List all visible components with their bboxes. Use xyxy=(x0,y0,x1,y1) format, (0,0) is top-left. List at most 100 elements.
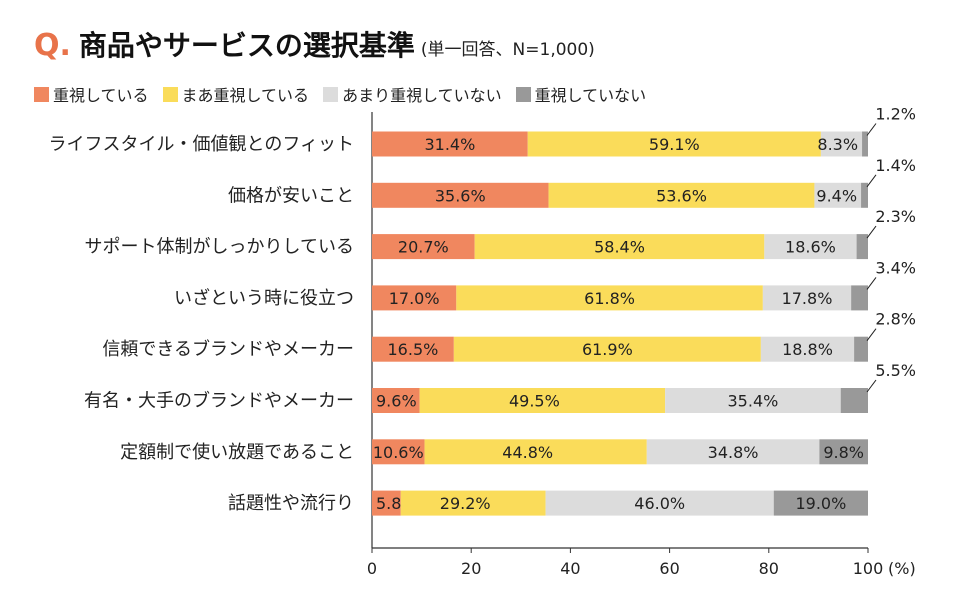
bar-1-0 xyxy=(372,182,549,208)
bar-0-3 xyxy=(862,131,868,157)
value-label-1-1: 53.6% xyxy=(656,186,707,205)
bar-5-0 xyxy=(372,388,420,413)
legend-swatch-1 xyxy=(162,86,178,102)
value-label-3-2: 17.8% xyxy=(782,289,833,308)
leader-line-0 xyxy=(866,123,877,136)
value-label-0-2: 8.3% xyxy=(817,135,858,154)
category-label-1: 価格が安いこと xyxy=(228,185,354,206)
bar-2-1 xyxy=(474,234,765,260)
x-tick-label-5: 100 xyxy=(853,559,884,578)
value-label-4-3: 2.8% xyxy=(875,310,916,329)
bar-6-1 xyxy=(424,439,647,465)
value-label-4-1: 61.9% xyxy=(582,340,633,359)
bar-7-0 xyxy=(372,490,401,516)
bar-7-1 xyxy=(400,490,546,516)
value-label-1-2: 9.4% xyxy=(816,186,857,205)
bar-0-0 xyxy=(372,131,528,157)
legend-swatch-0 xyxy=(34,86,49,102)
value-label-3-1: 61.8% xyxy=(584,289,635,308)
bar-3-1 xyxy=(456,285,763,311)
value-label-6-1: 44.8% xyxy=(502,443,553,462)
legend-label-2: あまり重視していない xyxy=(342,86,502,105)
x-tick-label-2: 40 xyxy=(560,559,580,578)
bar-1-3 xyxy=(861,182,868,208)
leader-line-4 xyxy=(866,328,877,342)
x-tick-label-0: 0 xyxy=(367,559,377,578)
x-tick-label-4: 80 xyxy=(759,559,779,578)
x-unit-label: (%) xyxy=(888,559,916,578)
x-tick-label-3: 60 xyxy=(659,559,679,578)
value-label-0-1: 59.1% xyxy=(649,135,700,154)
value-label-3-0: 17.0% xyxy=(389,289,440,308)
category-label-4: 信頼できるブランドやメーカー xyxy=(102,338,354,360)
value-label-2-2: 18.6% xyxy=(785,238,836,257)
bar-4-0 xyxy=(372,336,454,362)
title-subtitle: (単一回答、N=1,000) xyxy=(420,40,595,60)
value-label-4-2: 18.8% xyxy=(782,340,833,359)
value-label-7-3: 19.0% xyxy=(795,494,846,513)
value-label-0-0: 31.4% xyxy=(424,135,475,154)
bar-3-3 xyxy=(851,285,868,311)
bar-4-1 xyxy=(453,336,761,362)
bar-5-3 xyxy=(840,388,868,413)
legend-label-0: 重視している xyxy=(53,86,149,105)
bar-5-1 xyxy=(419,388,666,413)
bar-1-1 xyxy=(548,182,815,208)
title-prefix: Q. xyxy=(34,28,71,63)
chart-title: Q. 商品やサービスの選択基準 (単一回答、N=1,000) xyxy=(34,24,595,64)
value-label-5-3: 5.5% xyxy=(875,361,916,380)
value-label-2-3: 2.3% xyxy=(875,207,916,226)
category-label-3: いざという時に役立つ xyxy=(174,287,354,309)
legend-item-0: 重視している xyxy=(34,82,149,106)
bar-5-2 xyxy=(665,388,841,413)
legend-label-3: 重視していない xyxy=(534,86,647,105)
leader-line-3 xyxy=(866,277,877,290)
bar-4-3 xyxy=(854,336,868,362)
value-label-1-3: 1.4% xyxy=(875,156,916,175)
legend-item-3: 重視していない xyxy=(515,82,647,106)
value-label-2-0: 20.7% xyxy=(398,238,449,257)
legend-item-2: あまり重視していない xyxy=(323,82,502,106)
bar-2-2 xyxy=(764,234,857,260)
value-label-1-0: 35.6% xyxy=(435,186,486,205)
bar-3-2 xyxy=(762,285,852,311)
category-label-5: 有名・大手のブランドやメーカー xyxy=(84,390,354,412)
value-label-0-3: 1.2% xyxy=(875,105,916,124)
bar-2-0 xyxy=(372,234,475,260)
value-label-7-2: 46.0% xyxy=(634,494,685,513)
bar-2-3 xyxy=(856,234,868,260)
bar-6-0 xyxy=(372,439,425,465)
value-label-2-1: 58.4% xyxy=(594,238,645,257)
legend-item-1: まあ重視している xyxy=(162,82,310,106)
value-label-5-1: 49.5% xyxy=(509,392,560,411)
category-label-6: 定額制で使い放題であること xyxy=(120,442,354,463)
leader-line-1 xyxy=(866,174,877,188)
bar-0-2 xyxy=(820,131,863,157)
value-label-5-0: 9.6% xyxy=(376,392,417,411)
legend-swatch-2 xyxy=(323,86,339,102)
legend-swatch-3 xyxy=(515,86,531,102)
value-label-5-2: 35.4% xyxy=(728,392,779,411)
bar-0-1 xyxy=(527,131,821,157)
title-main: 商品やサービスの選択基準 xyxy=(78,29,415,62)
legend-label-1: まあ重視している xyxy=(181,86,310,105)
value-label-6-0: 10.6% xyxy=(373,443,424,462)
legend: 重視している まあ重視している あまり重視していない 重視していない xyxy=(34,82,660,106)
value-label-4-0: 16.5% xyxy=(388,340,439,359)
bar-7-2 xyxy=(545,490,774,516)
leader-line-2 xyxy=(866,225,877,239)
value-label-7-1: 29.2% xyxy=(440,494,491,513)
x-tick-label-1: 20 xyxy=(461,559,481,578)
value-label-3-3: 3.4% xyxy=(875,258,916,277)
bar-3-0 xyxy=(372,285,457,311)
bar-4-2 xyxy=(760,336,855,362)
value-label-6-3: 9.8% xyxy=(823,443,864,462)
category-label-7: 話題性や流行り xyxy=(228,493,354,514)
leader-line-5 xyxy=(866,379,877,393)
bar-6-2 xyxy=(646,439,820,465)
bar-1-2 xyxy=(814,182,862,208)
category-label-0: ライフスタイル・価値観とのフィット xyxy=(49,134,354,155)
bar-7-3 xyxy=(773,490,868,516)
